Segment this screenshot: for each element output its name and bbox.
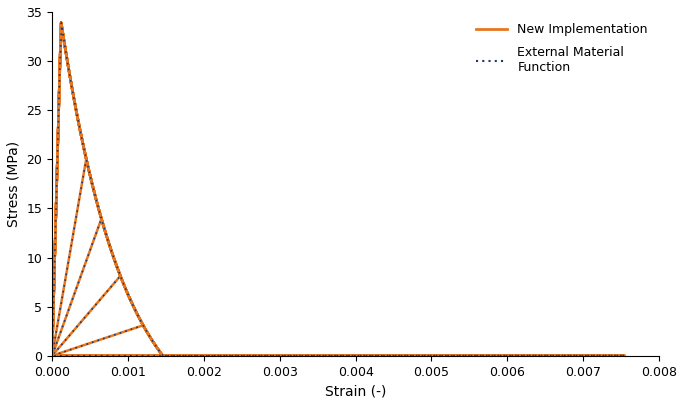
Y-axis label: Stress (MPa): Stress (MPa) — [7, 141, 21, 227]
Legend: New Implementation, External Material
Function: New Implementation, External Material Fu… — [471, 18, 653, 79]
X-axis label: Strain (-): Strain (-) — [325, 384, 386, 398]
